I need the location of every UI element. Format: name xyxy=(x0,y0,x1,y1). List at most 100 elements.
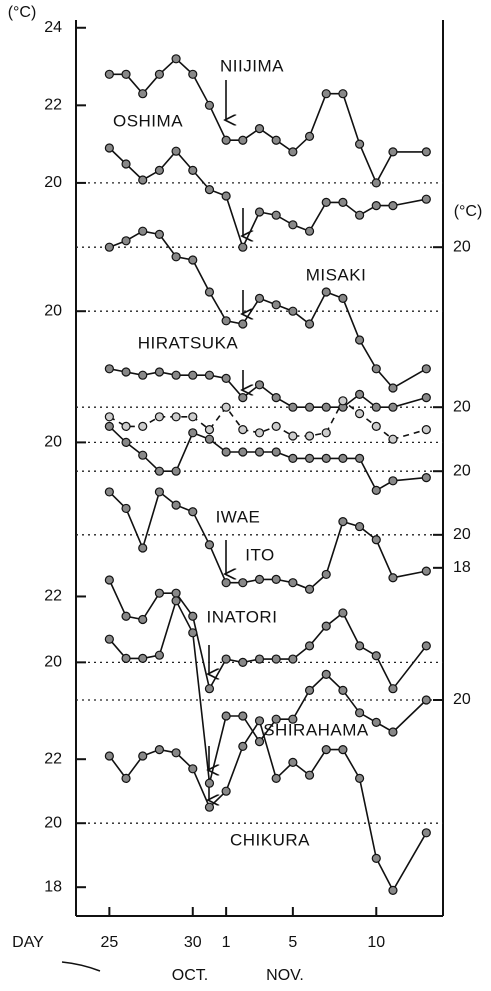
data-point xyxy=(304,226,315,236)
data-point xyxy=(354,335,365,345)
data-point xyxy=(321,669,331,680)
data-point xyxy=(138,653,148,664)
data-point xyxy=(154,69,165,79)
data-point xyxy=(138,226,148,236)
station-name: SHIRAHAMA xyxy=(263,720,369,739)
data-point xyxy=(388,434,398,444)
y2-tick-label: 20 xyxy=(453,238,471,255)
station-name: IWAE xyxy=(216,507,261,526)
data-point xyxy=(271,210,281,220)
data-point xyxy=(104,242,114,252)
data-point xyxy=(304,685,315,696)
data-point xyxy=(221,654,231,664)
data-point xyxy=(338,608,348,618)
series xyxy=(104,596,431,788)
data-point xyxy=(338,293,348,303)
y-tick-label: 22 xyxy=(44,97,62,114)
data-point xyxy=(288,714,298,724)
data-point xyxy=(238,319,248,329)
y2-tick-label: 18 xyxy=(453,559,471,576)
data-point xyxy=(371,402,381,412)
data-point xyxy=(104,412,114,422)
data-point xyxy=(188,165,198,175)
data-point xyxy=(421,473,431,483)
data-point xyxy=(321,453,331,463)
data-point xyxy=(104,364,114,374)
data-point xyxy=(254,124,265,134)
y2-tick-label: 20 xyxy=(453,691,471,708)
data-point xyxy=(271,654,281,664)
data-point xyxy=(304,453,315,463)
data-point xyxy=(138,89,148,99)
data-point xyxy=(204,434,215,444)
station-name: MISAKI xyxy=(306,265,367,284)
y-tick-label: 18 xyxy=(44,878,62,895)
data-point xyxy=(271,393,281,403)
data-point xyxy=(154,650,165,660)
data-point xyxy=(221,578,231,588)
data-point xyxy=(171,412,181,422)
data-point xyxy=(388,383,398,393)
data-point xyxy=(388,402,398,412)
data-point xyxy=(121,653,131,664)
data-point xyxy=(204,185,215,195)
data-point xyxy=(204,370,215,380)
data-point xyxy=(238,741,248,752)
data-point xyxy=(188,370,198,380)
data-point xyxy=(204,100,215,110)
y-tick-label: 20 xyxy=(44,302,62,319)
x-label: DAY xyxy=(12,934,44,951)
data-point xyxy=(121,437,131,447)
month-label: OCT. xyxy=(172,967,208,984)
data-point xyxy=(421,147,431,157)
data-point xyxy=(288,453,298,463)
y-tick-label: 20 xyxy=(44,814,62,831)
data-point xyxy=(288,654,298,664)
data-point xyxy=(338,396,348,406)
data-point xyxy=(354,521,365,532)
series xyxy=(104,716,431,896)
data-point xyxy=(388,573,398,583)
event-arrows xyxy=(209,80,243,800)
data-point xyxy=(371,364,381,374)
station-name: HIRATSUKA xyxy=(138,333,239,352)
series xyxy=(104,364,431,412)
x-tick-label: 5 xyxy=(288,934,297,951)
data-point xyxy=(271,574,281,584)
data-point xyxy=(188,611,198,621)
data-point xyxy=(221,316,231,326)
y-tick-label: 20 xyxy=(44,434,62,451)
data-point xyxy=(421,393,431,403)
station-name: CHIKURA xyxy=(230,830,310,849)
data-point xyxy=(388,684,398,694)
data-point xyxy=(204,802,215,812)
data-point xyxy=(171,596,181,606)
data-point xyxy=(254,428,265,438)
data-point xyxy=(304,641,315,651)
series xyxy=(104,396,431,444)
data-point xyxy=(371,717,381,728)
data-point xyxy=(421,828,431,838)
data-point xyxy=(221,373,231,383)
data-point xyxy=(371,421,381,431)
data-point xyxy=(188,764,198,774)
data-point xyxy=(221,191,231,201)
x-tick-label: 30 xyxy=(184,934,202,951)
data-point xyxy=(388,727,398,737)
data-point xyxy=(188,628,198,638)
data-point xyxy=(338,197,348,207)
data-point xyxy=(188,507,198,517)
data-point xyxy=(238,578,248,588)
data-point xyxy=(288,431,298,441)
data-point xyxy=(304,431,315,441)
data-point xyxy=(371,178,381,188)
month-label: NOV. xyxy=(266,967,304,984)
y2-tick-label: 20 xyxy=(453,398,471,415)
data-point xyxy=(188,412,198,422)
series xyxy=(104,143,431,252)
data-point xyxy=(221,786,231,796)
data-point xyxy=(421,641,431,651)
data-point xyxy=(188,428,198,438)
data-point xyxy=(354,708,365,718)
